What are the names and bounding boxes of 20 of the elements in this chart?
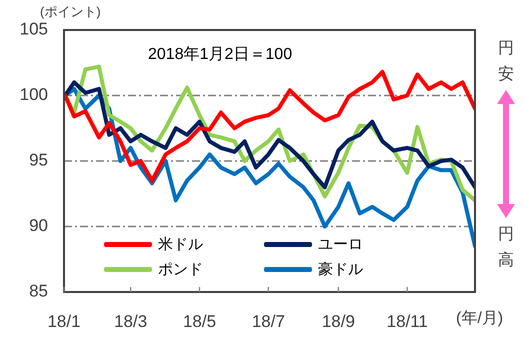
y-tick-label: 85 <box>29 282 48 301</box>
legend-label: ポンド <box>158 260 203 279</box>
x-tick-label: 18/9 <box>322 312 355 331</box>
text: 円安 <box>497 39 515 85</box>
x-tick-label: 18/11 <box>386 312 428 331</box>
y-axis-title: (ポイント) <box>40 3 101 21</box>
x-tick-label: 18/5 <box>182 312 216 331</box>
x-tick-label: 18/1 <box>47 312 81 331</box>
x-tick-label: 18/7 <box>252 312 285 331</box>
legend-label: ユーロ <box>318 235 363 254</box>
y-tick-label: 105 <box>20 20 48 39</box>
x-axis-title: (年/月) <box>456 309 504 329</box>
x-tick-label: 18/3 <box>114 312 148 331</box>
legend-label: 米ドル <box>158 235 203 254</box>
text: 円高 <box>497 225 515 271</box>
annotation: 2018年1月2日＝100 <box>148 45 292 65</box>
y-tick-label: 100 <box>20 85 48 104</box>
y-tick-label: 95 <box>29 150 48 170</box>
legend-label: 豪ドル <box>318 260 363 279</box>
y-tick-label: 90 <box>29 216 48 236</box>
